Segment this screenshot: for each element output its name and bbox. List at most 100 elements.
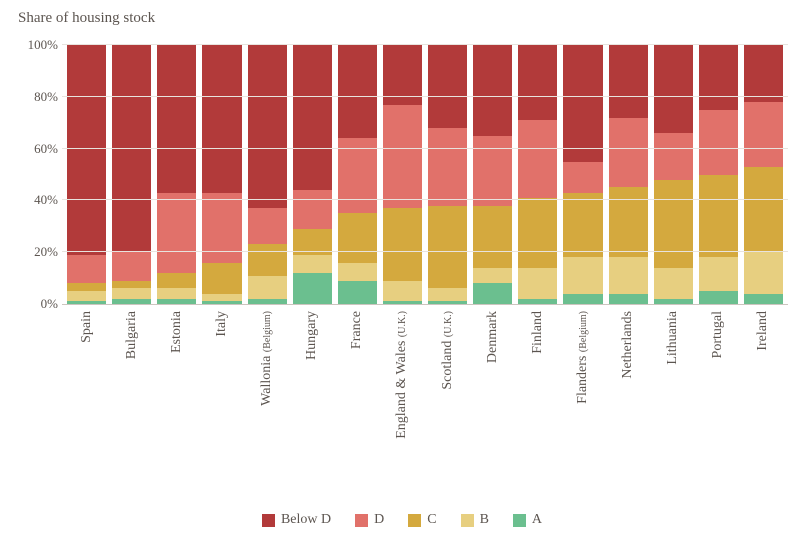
y-gridline bbox=[62, 199, 788, 200]
x-label-text: Flanders (Belgium) bbox=[575, 311, 591, 404]
x-label-text: Finland bbox=[530, 311, 546, 354]
bar-segment-c bbox=[202, 263, 241, 294]
bar-column bbox=[248, 45, 287, 304]
legend-item-b: B bbox=[461, 512, 489, 528]
x-label-text: Portugal bbox=[710, 311, 726, 358]
bar-segment-d bbox=[293, 190, 332, 229]
legend-label: A bbox=[532, 512, 542, 528]
x-label-text: Estonia bbox=[169, 311, 185, 353]
legend-item-c: C bbox=[408, 512, 436, 528]
bar-segment-a bbox=[157, 299, 196, 304]
bar-segment-a bbox=[563, 294, 602, 304]
bar-segment-below-d bbox=[428, 45, 467, 128]
bar-segment-c bbox=[248, 244, 287, 275]
bar-segment-d bbox=[157, 193, 196, 273]
bar-segment-c bbox=[654, 180, 693, 268]
legend-swatch bbox=[408, 514, 421, 527]
bar-segment-d bbox=[248, 208, 287, 244]
y-gridline bbox=[62, 148, 788, 149]
bar-segment-d bbox=[473, 136, 512, 206]
legend-swatch bbox=[461, 514, 474, 527]
bar-segment-c bbox=[699, 175, 738, 258]
bar-segment-c bbox=[428, 206, 467, 289]
x-label-text: Italy bbox=[214, 311, 230, 337]
bar-segment-b bbox=[157, 288, 196, 298]
x-label-text: Spain bbox=[79, 311, 95, 343]
x-category-label: Bulgaria bbox=[112, 305, 151, 485]
bar-segment-b bbox=[563, 257, 602, 293]
y-tick-label: 40% bbox=[18, 192, 58, 208]
bar-column bbox=[699, 45, 738, 304]
x-category-label: Denmark bbox=[473, 305, 512, 485]
y-tick-label: 80% bbox=[18, 89, 58, 105]
bar-segment-b bbox=[293, 255, 332, 273]
bar-segment-b bbox=[744, 252, 783, 293]
bar-column bbox=[609, 45, 648, 304]
bar-column bbox=[428, 45, 467, 304]
bar-segment-d bbox=[383, 105, 422, 209]
bar-column bbox=[473, 45, 512, 304]
bar-segment-below-d bbox=[112, 45, 151, 252]
bar-segment-below-d bbox=[654, 45, 693, 133]
bar-segment-a bbox=[383, 301, 422, 304]
bar-segment-a bbox=[428, 301, 467, 304]
bar-segment-c bbox=[563, 193, 602, 258]
bar-column bbox=[338, 45, 377, 304]
y-tick-label: 60% bbox=[18, 141, 58, 157]
x-label-text: France bbox=[349, 311, 365, 349]
bars-container bbox=[62, 45, 788, 304]
bar-segment-below-d bbox=[248, 45, 287, 208]
bar-segment-b bbox=[202, 294, 241, 302]
bar-segment-c bbox=[67, 283, 106, 291]
bar-segment-c bbox=[518, 198, 557, 268]
bar-column bbox=[157, 45, 196, 304]
y-tick-label: 0% bbox=[18, 296, 58, 312]
bar-segment-a bbox=[518, 299, 557, 304]
bar-segment-below-d bbox=[699, 45, 738, 110]
x-category-label: Spain bbox=[67, 305, 106, 485]
bar-segment-b bbox=[383, 281, 422, 302]
bar-column bbox=[654, 45, 693, 304]
legend-item-below-d: Below D bbox=[262, 512, 331, 528]
bar-segment-b bbox=[609, 257, 648, 293]
x-label-text: Scotland (U.K.) bbox=[440, 311, 456, 390]
bar-segment-b bbox=[67, 291, 106, 301]
x-axis-labels: Spain Bulgaria Estonia Italy Wallonia (Belgi… bbox=[62, 305, 788, 485]
bar-segment-c bbox=[383, 208, 422, 281]
bar-segment-d bbox=[699, 110, 738, 175]
x-label-text: Denmark bbox=[485, 311, 501, 363]
x-label-sub: (U.K.) bbox=[443, 311, 454, 337]
bar-segment-d bbox=[744, 102, 783, 167]
bar-segment-a bbox=[609, 294, 648, 304]
x-category-label: Finland bbox=[518, 305, 557, 485]
bar-column bbox=[202, 45, 241, 304]
x-category-label: Wallonia (Belgium) bbox=[248, 305, 287, 485]
y-tick-label: 20% bbox=[18, 244, 58, 260]
bar-segment-d bbox=[428, 128, 467, 206]
x-category-label: Estonia bbox=[157, 305, 196, 485]
housing-stock-chart: Share of housing stock 0%20%40%60%80%100… bbox=[18, 10, 788, 485]
bar-segment-d bbox=[563, 162, 602, 193]
x-label-text: Ireland bbox=[755, 311, 771, 351]
bar-segment-d bbox=[609, 118, 648, 188]
legend-swatch bbox=[513, 514, 526, 527]
bar-segment-d bbox=[338, 138, 377, 213]
x-category-label: Hungary bbox=[293, 305, 332, 485]
legend-label: B bbox=[480, 512, 489, 528]
bar-column bbox=[67, 45, 106, 304]
bar-segment-below-d bbox=[518, 45, 557, 120]
bar-column bbox=[293, 45, 332, 304]
x-category-label: France bbox=[338, 305, 377, 485]
x-category-label: Netherlands bbox=[609, 305, 648, 485]
bar-column bbox=[744, 45, 783, 304]
legend-label: Below D bbox=[281, 512, 331, 528]
y-gridline bbox=[62, 251, 788, 252]
x-category-label: Scotland (U.K.) bbox=[428, 305, 467, 485]
x-category-label: England & Wales (U.K.) bbox=[383, 305, 422, 485]
bar-segment-below-d bbox=[609, 45, 648, 118]
x-label-sub: (Belgium) bbox=[578, 311, 589, 352]
legend-swatch bbox=[262, 514, 275, 527]
bar-column bbox=[563, 45, 602, 304]
bar-segment-below-d bbox=[473, 45, 512, 136]
bar-segment-a bbox=[654, 299, 693, 304]
